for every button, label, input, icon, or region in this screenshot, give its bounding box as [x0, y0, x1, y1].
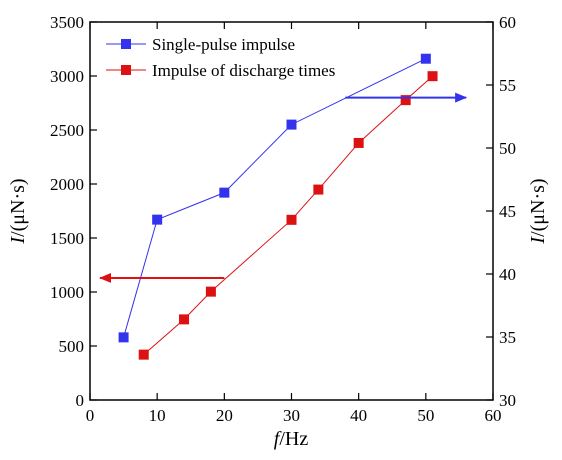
right-y-tick-label: 60 — [499, 13, 516, 32]
right-y-tick-label: 50 — [499, 139, 516, 158]
right-y-axis-label: I/(μN·s) — [527, 178, 549, 244]
left-y-tick-label: 2000 — [50, 175, 84, 194]
series-1-point — [138, 349, 149, 360]
series-0-point — [152, 214, 163, 225]
left-y-axis-label: I/(μN·s) — [7, 178, 29, 244]
series-1-point — [427, 71, 438, 82]
left-y-tick-label: 3000 — [50, 67, 84, 86]
left-y-axis-label-symbol: I — [7, 236, 29, 245]
legend-marker-single-pulse — [121, 39, 131, 49]
left-y-axis-label-unit: /(μN·s) — [7, 178, 29, 237]
left-y-tick-label: 1500 — [50, 229, 84, 248]
legend: Single-pulse impulse Impulse of discharg… — [106, 35, 335, 80]
x-axis-label: f/Hz — [274, 428, 309, 450]
series-1-point — [179, 314, 190, 325]
x-tick-label: 10 — [149, 406, 166, 425]
right-y-tick-label: 40 — [499, 265, 516, 284]
left-y-tick-label: 3500 — [50, 13, 84, 32]
left-y-tick-label: 1000 — [50, 283, 84, 302]
x-tick-label: 60 — [485, 406, 502, 425]
right-y-tick-label: 55 — [499, 76, 516, 95]
x-tick-label: 40 — [350, 406, 367, 425]
series-line-0 — [123, 58, 427, 338]
x-tick-label: 20 — [216, 406, 233, 425]
series-1-point — [205, 286, 216, 297]
series-0-point — [286, 119, 297, 130]
series-1-point — [286, 214, 297, 225]
x-axis-label-symbol: f — [274, 428, 282, 450]
legend-label-single-pulse: Single-pulse impulse — [152, 35, 295, 54]
x-tick-label: 50 — [417, 406, 434, 425]
legend-label-discharge-times: Impulse of discharge times — [152, 61, 335, 80]
x-tick-label: 30 — [283, 406, 300, 425]
right-y-tick-label: 35 — [499, 328, 516, 347]
legend-marker-discharge-times — [121, 65, 131, 75]
right-y-tick-label: 45 — [499, 202, 516, 221]
series-0-point — [118, 332, 129, 343]
left-y-axis-ticks: 0 500 1000 1500 2000 2500 3000 3500 — [50, 13, 97, 410]
left-y-tick-label: 2500 — [50, 121, 84, 140]
series-1-point — [353, 137, 364, 148]
series-1-point — [400, 95, 411, 106]
x-axis-ticks: 0 10 20 30 40 50 60 — [86, 22, 502, 425]
annotation-layer — [99, 92, 468, 283]
right-y-axis-ticks: 30 35 40 45 50 55 60 — [486, 13, 516, 410]
series-0-point — [420, 53, 431, 64]
series-layer — [118, 53, 438, 360]
right-y-axis-label-unit: /(μN·s) — [527, 178, 549, 237]
left-y-tick-label: 0 — [76, 391, 85, 410]
series-1-point — [313, 184, 324, 195]
right-y-axis-label-symbol: I — [527, 236, 549, 245]
series-0-point — [219, 187, 230, 198]
x-axis-label-unit: /Hz — [279, 428, 308, 450]
right-y-tick-label: 30 — [499, 391, 516, 410]
left-y-tick-label: 500 — [59, 337, 85, 356]
x-tick-label: 0 — [86, 406, 95, 425]
